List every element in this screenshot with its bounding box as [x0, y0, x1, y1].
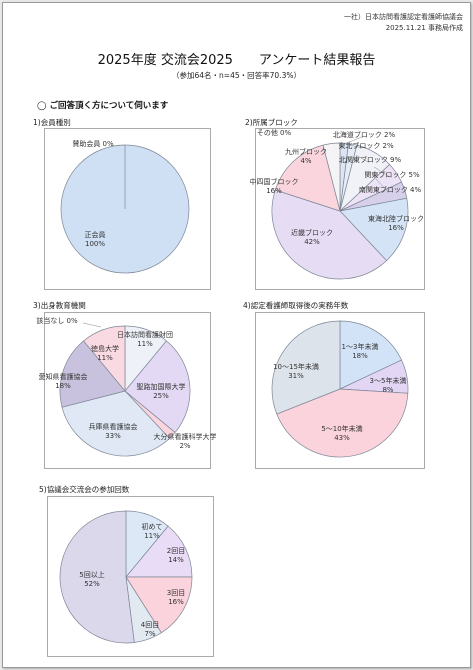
pie-label-4-3: 5～10年未満 43%	[321, 424, 362, 442]
pie-slice-2-8	[274, 144, 341, 212]
pie-label-2-1: 北海道ブロック 2%	[333, 130, 396, 139]
pie-label-4-4: 10～15年未満 31%	[273, 362, 319, 380]
pie-label-3-1: 日本訪問看護財団 11%	[117, 330, 173, 348]
pie-slice-2-6	[339, 197, 409, 262]
pie-label-2-7: 近畿ブロック 42%	[291, 228, 333, 246]
pie-label-5-4: 4回目 7%	[141, 621, 159, 638]
chart-1-panel: 賛助会員 0% 正会員 100%	[44, 128, 211, 290]
section-heading: ◯ ご回答頂く方について伺います	[37, 101, 169, 111]
organization-header: 一社）日本訪問看護認定看護師協議会 2025.11.21 事務局作成	[303, 12, 463, 34]
pie-label-4-1: 1～3年未満 18%	[342, 342, 379, 360]
pie-slice-5-3	[125, 576, 193, 634]
chart-2-pie: 北海道ブロック 2% 東北ブロック 2% 北関東ブロック 9% 関東ブロック 5% 南関…	[250, 128, 424, 280]
page-title: 2025年度 交流会2025 アンケート結果報告	[97, 53, 376, 68]
chart-4-title: 4)認定看護師取得後の実務年数	[243, 301, 349, 310]
pie-slice-2-9	[322, 142, 341, 212]
report-date: 2025.11.21 事務局作成	[385, 24, 463, 32]
pie-label-2-3: 北関東ブロック 9%	[339, 155, 402, 164]
pie-label-5-5: 5回以上 52%	[79, 570, 104, 588]
pie-label-2-8: 中四国ブロック 16%	[250, 177, 299, 195]
chart-3-pie: 日本訪問看護財団 11% 聖路加国際大学 25% 大分県看護科学大学 2% 兵庫県看護協会 3…	[36, 316, 217, 457]
chart-2-title: 2)所属ブロック	[245, 118, 298, 127]
pie-label-3-4: 兵庫県看護協会 33%	[89, 422, 138, 440]
pie-label-1-1: 賛助会員 0%	[72, 139, 114, 148]
leader-line-2-5	[375, 178, 389, 193]
pie-label-5-2: 2回目 14%	[167, 547, 185, 564]
page-subtitle: （参加64名・n=45・回答率70.3%）	[172, 71, 301, 80]
pie-label-3-6: 徳島大学 11%	[91, 344, 119, 362]
pie-label-3-2: 聖路加国際大学 25%	[137, 382, 186, 400]
chart-5-panel: 初めて 11% 2回目 14% 3回目 16% 4回目 7% 5回以上 52%	[47, 496, 214, 657]
chart-1-pie: 賛助会員 0% 正会員 100%	[60, 139, 190, 274]
pie-slice-2-7	[271, 189, 388, 280]
pie-label-5-1: 初めて 11%	[142, 522, 163, 540]
organization-name: 一社）日本訪問看護認定看護師協議会	[344, 13, 463, 21]
pie-label-3-3: 大分県看護科学大学 2%	[154, 432, 217, 450]
chart-5-title: 5)協議会交流会の参加回数	[39, 485, 130, 494]
pie-label-4-2: 3～5年未満 8%	[370, 376, 407, 394]
pie-label-3-7: 該当なし 0%	[36, 316, 78, 325]
pie-label-2-6: 東海北陸ブロック 16%	[368, 214, 424, 232]
chart-4-pie: 1～3年未満 18% 3～5年未満 8% 5～10年未満 43% 10～15年未満 31%	[271, 320, 409, 458]
chart-3-panel: 日本訪問看護財団 11% 聖路加国際大学 25% 大分県看護科学大学 2% 兵庫県看護協会 3…	[36, 312, 217, 469]
leader-line-2-4	[373, 166, 391, 178]
pie-slice-3-2	[124, 340, 191, 433]
pie-slice-3-4	[61, 390, 170, 457]
pie-slice-4-1	[339, 320, 402, 390]
pie-slice-3-5	[59, 340, 126, 408]
chart-2-panel: 北海道ブロック 2% 東北ブロック 2% 北関東ブロック 9% 関東ブロック 5% 南関…	[250, 128, 425, 290]
pie-slice-4-3	[276, 388, 409, 458]
pie-label-2-9: 九州ブロック 4%	[285, 147, 327, 165]
leader-line-3-1	[82, 322, 102, 328]
pie-label-2-2: 東北ブロック 2%	[338, 141, 394, 150]
pie-label-2-4: 関東ブロック 5%	[364, 170, 420, 179]
chart-1-title: 1)会員種別	[33, 118, 71, 127]
pie-slice-5-5	[59, 510, 135, 644]
leader-line-1-1	[111, 144, 126, 147]
pie-label-5-3: 3回目 16%	[167, 589, 185, 606]
pie-slice-3-6	[83, 325, 126, 392]
leader-line-2-2	[345, 143, 363, 149]
leader-line-2-3	[355, 154, 369, 163]
pie-label-2-5: 南関東ブロック 4%	[359, 185, 422, 194]
pie-slice-5-2	[125, 525, 193, 578]
pie-label-2-10: その他 0%	[257, 128, 292, 137]
pie-label-3-5: 愛知県看護協会 18%	[39, 372, 88, 390]
pie-slice-4-4	[271, 320, 341, 415]
pie-label-1-2: 正会員 100%	[85, 230, 106, 248]
chart-4-panel: 1～3年未満 18% 3～5年未満 8% 5～10年未満 43% 10～15年未満 31%	[255, 312, 425, 469]
chart-3-title: 3)出身教育機関	[33, 301, 86, 310]
chart-5-pie: 初めて 11%2回目 14% 3回目 16% 4回目 7% 5回以上 52%	[59, 510, 193, 644]
leader-line-2-1	[343, 136, 363, 145]
